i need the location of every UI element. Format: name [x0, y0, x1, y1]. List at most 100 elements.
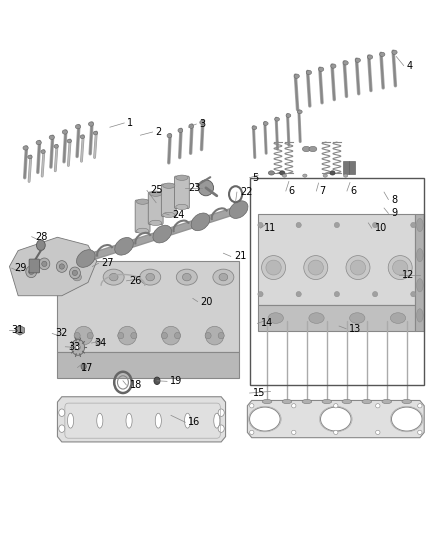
Ellipse shape: [137, 199, 149, 204]
Ellipse shape: [258, 222, 263, 228]
Ellipse shape: [167, 134, 172, 138]
Text: 3: 3: [199, 119, 205, 129]
Text: 34: 34: [95, 338, 107, 348]
Bar: [343, 161, 349, 174]
Ellipse shape: [376, 403, 380, 408]
Ellipse shape: [77, 249, 95, 268]
Ellipse shape: [376, 430, 380, 434]
Text: 6: 6: [289, 186, 295, 196]
Ellipse shape: [118, 333, 124, 339]
Text: 23: 23: [188, 183, 201, 193]
Ellipse shape: [88, 122, 94, 126]
Ellipse shape: [350, 260, 366, 275]
FancyBboxPatch shape: [135, 200, 150, 232]
Polygon shape: [15, 326, 25, 335]
Text: 11: 11: [264, 223, 276, 233]
Ellipse shape: [49, 135, 54, 140]
Text: 10: 10: [375, 223, 387, 233]
Ellipse shape: [189, 124, 194, 128]
Ellipse shape: [331, 64, 336, 68]
Ellipse shape: [36, 240, 45, 251]
Ellipse shape: [103, 269, 124, 285]
Ellipse shape: [323, 174, 328, 177]
Ellipse shape: [71, 340, 85, 356]
Ellipse shape: [96, 340, 100, 345]
Ellipse shape: [318, 67, 324, 71]
Ellipse shape: [191, 213, 210, 231]
Ellipse shape: [97, 413, 103, 428]
Ellipse shape: [36, 141, 41, 145]
Ellipse shape: [59, 264, 64, 269]
Ellipse shape: [177, 269, 197, 285]
Ellipse shape: [198, 180, 214, 196]
Ellipse shape: [183, 273, 191, 281]
Ellipse shape: [162, 212, 175, 217]
Ellipse shape: [292, 430, 296, 434]
Ellipse shape: [362, 399, 371, 403]
Ellipse shape: [334, 222, 339, 228]
FancyBboxPatch shape: [161, 184, 176, 216]
Text: 16: 16: [188, 417, 201, 427]
Ellipse shape: [309, 313, 324, 324]
Ellipse shape: [417, 219, 423, 232]
Ellipse shape: [282, 399, 292, 403]
Ellipse shape: [372, 292, 378, 297]
Ellipse shape: [87, 333, 93, 339]
Text: 1: 1: [127, 118, 134, 128]
Ellipse shape: [411, 292, 416, 297]
Text: 4: 4: [407, 61, 413, 70]
Text: 22: 22: [240, 187, 252, 197]
Ellipse shape: [321, 407, 351, 431]
Ellipse shape: [280, 171, 285, 175]
Ellipse shape: [297, 110, 302, 114]
Text: 33: 33: [68, 342, 81, 352]
Text: 7: 7: [319, 186, 326, 196]
Text: 20: 20: [201, 296, 213, 306]
Ellipse shape: [81, 364, 86, 369]
Ellipse shape: [250, 430, 254, 434]
Ellipse shape: [306, 70, 311, 75]
Ellipse shape: [26, 266, 37, 278]
Ellipse shape: [343, 174, 348, 177]
Text: 12: 12: [403, 270, 415, 280]
Ellipse shape: [388, 256, 412, 279]
Bar: [349, 161, 355, 174]
Polygon shape: [10, 237, 97, 296]
Ellipse shape: [304, 256, 328, 279]
Ellipse shape: [67, 139, 71, 143]
Ellipse shape: [343, 61, 348, 65]
Ellipse shape: [137, 228, 149, 233]
Ellipse shape: [28, 269, 34, 274]
Text: 28: 28: [35, 232, 47, 242]
Ellipse shape: [367, 55, 373, 59]
FancyBboxPatch shape: [174, 176, 189, 208]
Ellipse shape: [72, 270, 78, 276]
Ellipse shape: [266, 260, 281, 275]
Ellipse shape: [294, 74, 299, 78]
Ellipse shape: [342, 399, 352, 403]
Text: 14: 14: [261, 318, 273, 328]
Ellipse shape: [262, 399, 272, 403]
Ellipse shape: [286, 114, 291, 117]
Ellipse shape: [261, 256, 286, 279]
Polygon shape: [57, 397, 226, 442]
Ellipse shape: [115, 238, 133, 255]
Text: 6: 6: [350, 186, 356, 196]
Ellipse shape: [54, 144, 58, 148]
Ellipse shape: [150, 220, 162, 225]
Ellipse shape: [417, 309, 423, 322]
Ellipse shape: [205, 326, 224, 345]
Ellipse shape: [275, 117, 279, 121]
Text: 5: 5: [253, 173, 259, 183]
Polygon shape: [247, 400, 424, 438]
Ellipse shape: [417, 279, 423, 292]
Ellipse shape: [418, 403, 422, 408]
Ellipse shape: [80, 135, 85, 139]
Ellipse shape: [67, 413, 74, 428]
Ellipse shape: [418, 430, 422, 434]
Ellipse shape: [308, 260, 323, 275]
Text: 19: 19: [170, 376, 182, 386]
Polygon shape: [57, 261, 239, 352]
Ellipse shape: [334, 292, 339, 297]
Ellipse shape: [309, 147, 317, 152]
